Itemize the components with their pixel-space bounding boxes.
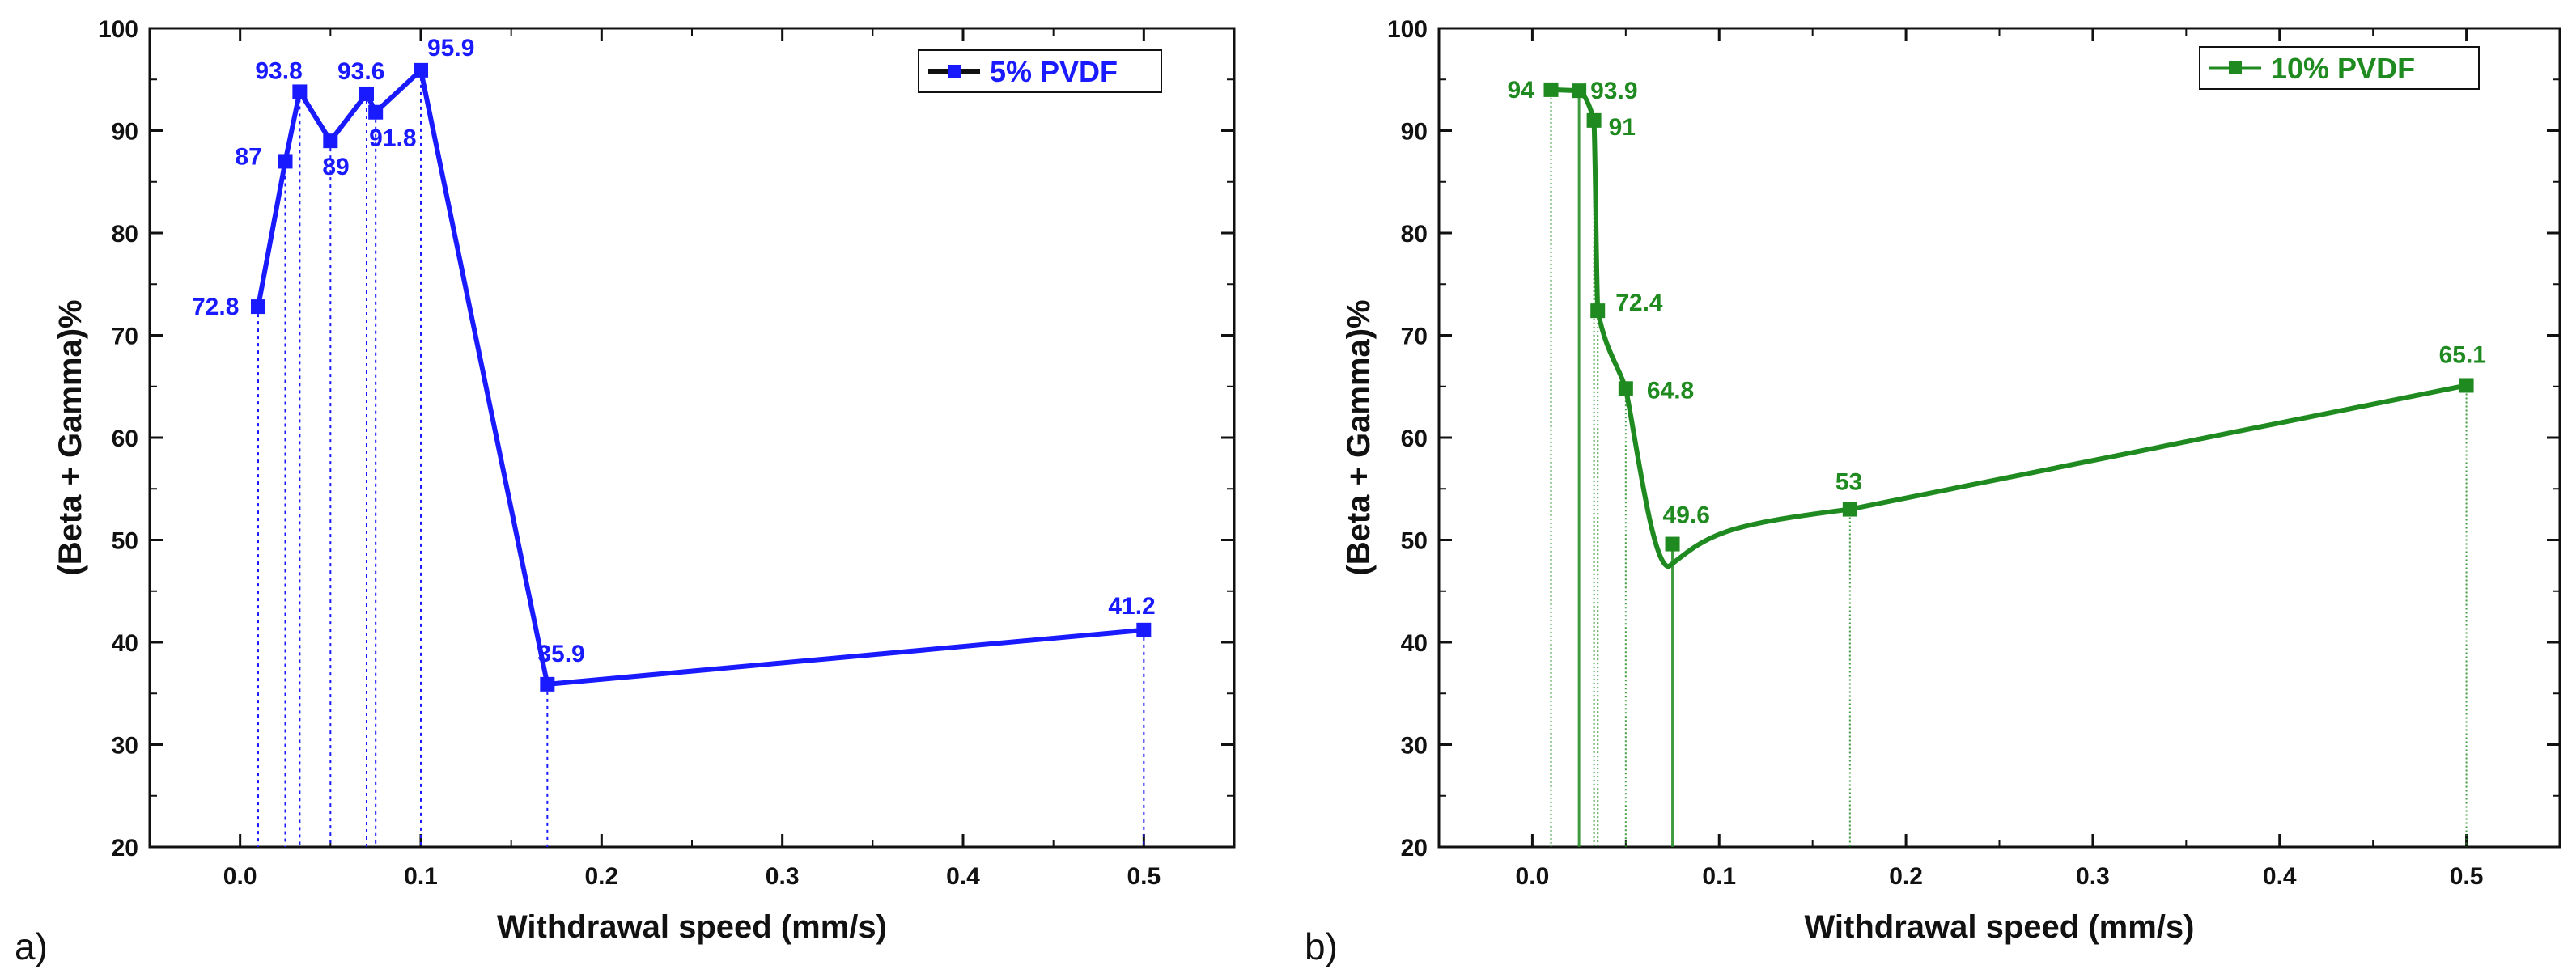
data-label: 91 [1609,114,1636,141]
y-tick-label: 90 [112,119,138,146]
data-point-marker [1618,381,1633,396]
data-label: 65.1 [2439,341,2486,368]
legend-marker-sample [2229,61,2242,74]
x-tick-label: 0.2 [584,863,618,890]
y-tick-label: 90 [1401,119,1428,146]
data-label: 95.9 [427,35,474,61]
x-tick-label: 0.3 [2076,863,2110,890]
plot-frame [148,27,1236,849]
data-label: 89 [322,154,349,180]
y-tick-label: 40 [112,630,138,657]
y-tick-label: 20 [112,835,138,862]
data-point-marker [359,86,374,101]
data-label: 94 [1508,77,1535,104]
y-tick-label: 20 [1401,835,1428,862]
x-axis-title: Withdrawal speed (mm/s) [1805,909,2195,945]
x-tick-label: 0.1 [1702,863,1736,890]
x-tick-label: 0.5 [1127,863,1161,890]
y-tick-label: 80 [112,221,138,248]
data-point-marker [2459,378,2474,393]
data-point-marker [278,154,293,169]
y-tick-label: 60 [112,425,138,452]
chart-panel-a: 20 30 40 50 60 70 80 90 100 0.0 0.1 0.2 0.3 0.4 0.5 Wit… [15,16,1236,967]
x-tick-label: 0.2 [1889,863,1923,890]
legend-marker-sample [948,65,961,78]
data-point-marker [1586,112,1602,128]
data-label: 49.6 [1663,502,1710,529]
y-tick-label: 30 [112,733,138,760]
y-tick-label: 50 [112,528,138,555]
series-line-10pct-pvdf [1551,87,2468,569]
data-label: 87 [236,143,262,170]
y-tick-label: 40 [1401,630,1428,657]
data-point-marker [1136,622,1152,637]
x-tick-label: 0.0 [1516,863,1550,890]
x-tick-label: 0.4 [946,863,980,890]
data-point-marker [251,299,265,315]
data-point-marker [368,104,384,120]
y-tick-label: 80 [1401,221,1428,248]
data-label: 41.2 [1108,593,1155,620]
data-label: 72.4 [1615,290,1663,316]
panel-label: a) [15,925,48,967]
y-axis-title: (Beta + Gamma)% [53,299,88,575]
data-point-marker [1590,303,1606,319]
data-label: 53 [1835,469,1862,496]
x-axis-title: Withdrawal speed (mm/s) [497,909,887,945]
data-label: 93.8 [255,57,302,84]
x-tick-label: 0.0 [223,863,257,890]
data-label: 91.8 [369,125,416,152]
data-point-marker [292,84,308,99]
y-tick-label: 30 [1401,733,1428,760]
data-label: 93.6 [337,58,384,85]
data-label: 72.8 [192,294,239,320]
y-tick-label: 100 [1387,16,1428,43]
data-point-marker [540,676,555,692]
data-point-marker [1543,82,1559,97]
panel-label: b) [1305,925,1338,967]
data-point-marker [414,62,428,78]
data-point-marker [1665,536,1680,552]
series-line-5pct-pvdf [256,67,1144,687]
x-tick-label: 0.3 [766,863,800,890]
x-tick-label: 0.4 [2263,863,2297,890]
x-tick-label: 0.5 [2450,863,2484,890]
data-point-marker [323,133,338,149]
y-tick-label: 100 [98,16,138,43]
y-tick-label: 70 [1401,324,1428,350]
x-tick-label: 0.1 [404,863,438,890]
plot-frame [1437,27,2561,849]
legend-label: 5% PVDF [990,55,1118,88]
y-tick-label: 50 [1401,528,1428,555]
chart-panel-b: 20 30 40 50 60 70 80 90 100 0.0 0.1 0.2 0.3 0.4 0.5 Wit… [1305,16,2561,967]
y-tick-label: 70 [112,324,138,350]
y-axis-title: (Beta + Gamma)% [1341,299,1377,575]
y-tick-label: 60 [1401,425,1428,452]
data-point-marker [1572,83,1587,99]
data-point-marker [1842,502,1857,517]
data-label: 35.9 [537,641,584,667]
data-label: 93.9 [1590,78,1637,104]
data-label: 64.8 [1647,377,1694,404]
legend-label: 10% PVDF [2271,52,2415,85]
